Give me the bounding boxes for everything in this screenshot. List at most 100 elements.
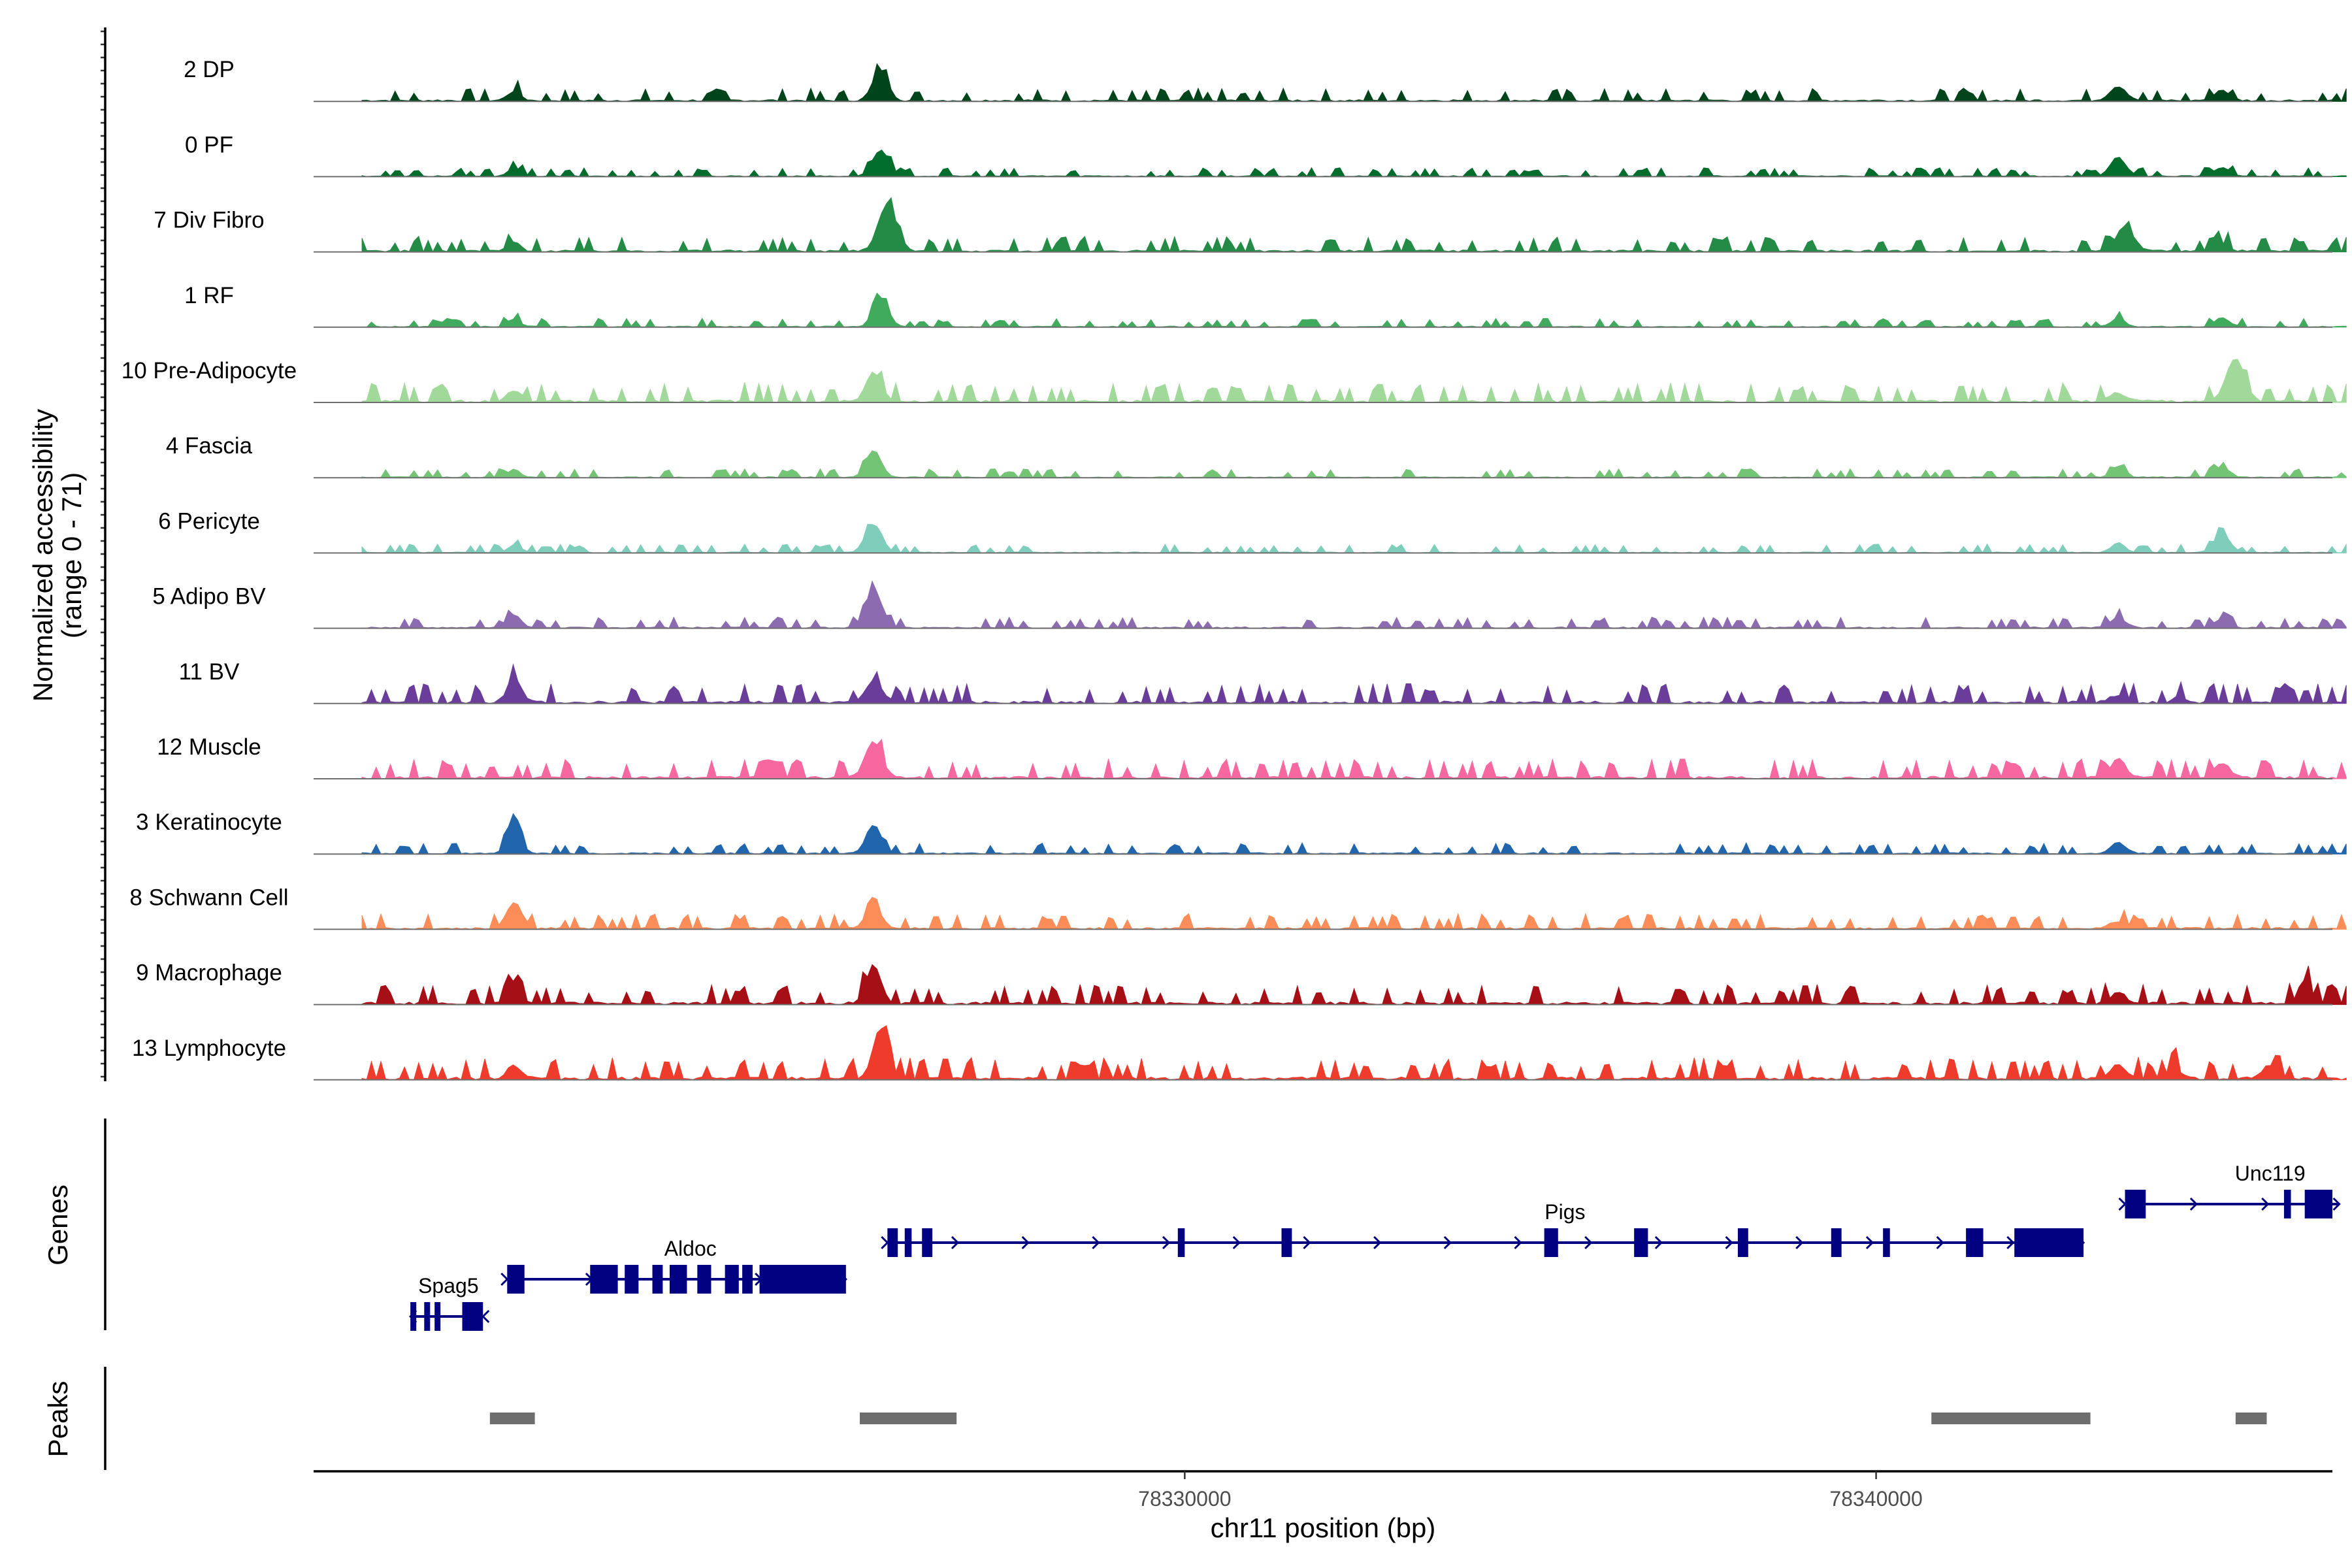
y-axis-title-line1: Normalized accessibility xyxy=(27,409,58,702)
track-8-schwann-cell: 8 Schwann Cell xyxy=(129,885,2347,930)
track-label: 4 Fascia xyxy=(166,433,253,459)
gene-exon xyxy=(1281,1228,1292,1257)
y-axis-title-line2: (range 0 - 71) xyxy=(56,472,87,638)
gene-label: Pigs xyxy=(1544,1200,1585,1224)
gene-label: Unc119 xyxy=(2235,1162,2306,1185)
coverage-area xyxy=(361,580,2347,629)
coverage-area xyxy=(361,964,2347,1006)
strand-arrow xyxy=(2261,1197,2270,1211)
strand-arrow xyxy=(1584,1235,1593,1250)
coverage-area xyxy=(361,292,2347,328)
strand-arrow xyxy=(951,1235,960,1250)
strand-arrow xyxy=(1936,1235,1944,1250)
track-label: 5 Adipo BV xyxy=(152,584,266,610)
track-label: 12 Muscle xyxy=(157,734,261,760)
gene-exon xyxy=(652,1265,663,1294)
track-7-div-fibro: 7 Div Fibro xyxy=(154,197,2347,253)
gene-exon xyxy=(2283,1190,2291,1218)
strand-arrow xyxy=(1654,1235,1663,1250)
gene-exon xyxy=(742,1265,753,1294)
gene-spag5: Spag5 xyxy=(409,1274,490,1331)
strand-arrow xyxy=(1795,1235,1804,1250)
gene-exon xyxy=(1737,1228,1748,1257)
gene-exon xyxy=(434,1302,441,1331)
track-label: 0 PF xyxy=(185,132,233,157)
gene-exon xyxy=(625,1265,639,1294)
track-9-macrophage: 9 Macrophage xyxy=(136,960,2347,1006)
track-label: 11 BV xyxy=(179,659,240,685)
gene-aldoc: Aldoc xyxy=(500,1237,847,1294)
strand-arrow xyxy=(1373,1235,1382,1250)
track-2-dp: 2 DP xyxy=(184,57,2347,103)
track-4-fascia: 4 Fascia xyxy=(166,433,2347,479)
coverage-area xyxy=(361,150,2347,178)
track-10-pre-adipocyte: 10 Pre-Adipocyte xyxy=(122,358,2347,404)
strand-arrow xyxy=(881,1235,889,1250)
track-6-pericyte: 6 Pericyte xyxy=(158,508,2347,554)
strand-arrow xyxy=(1232,1235,1241,1250)
strand-arrow xyxy=(2118,1197,2127,1211)
track-12-muscle: 12 Muscle xyxy=(157,734,2347,780)
strand-arrow xyxy=(1303,1235,1311,1250)
peaks-panel-title: Peaks xyxy=(42,1381,73,1458)
coverage-area xyxy=(361,813,2347,855)
track-label: 8 Schwann Cell xyxy=(129,885,288,910)
gene-exon xyxy=(922,1228,933,1257)
gene-exon xyxy=(1177,1228,1185,1257)
track-11-bv: 11 BV xyxy=(179,659,2347,705)
track-label: 9 Macrophage xyxy=(136,960,282,986)
gene-exon xyxy=(887,1228,898,1257)
gene-exon xyxy=(2014,1228,2084,1257)
gene-exon xyxy=(1883,1228,1890,1257)
strand-arrow xyxy=(1092,1235,1100,1250)
gene-exon xyxy=(1544,1228,1558,1257)
gene-exon xyxy=(2304,1190,2332,1218)
x-axis-ticks: 78330000 78340000 xyxy=(1138,1471,1923,1511)
gene-pigs: Pigs xyxy=(881,1200,2085,1257)
track-3-keratinocyte: 3 Keratinocyte xyxy=(136,809,2347,855)
strand-arrow xyxy=(500,1272,509,1286)
coverage-area xyxy=(361,738,2347,780)
peak-region xyxy=(859,1413,957,1424)
peak-regions xyxy=(489,1413,2267,1424)
track-label: 3 Keratinocyte xyxy=(136,809,282,835)
x-axis-title: chr11 position (bp) xyxy=(1211,1512,1436,1543)
gene-exon xyxy=(410,1302,417,1331)
gene-exon xyxy=(462,1302,483,1331)
gene-exon xyxy=(725,1265,739,1294)
gene-unc119: Unc119 xyxy=(2118,1162,2341,1218)
track-label: 2 DP xyxy=(184,57,235,82)
x-axis-tick-label: 78330000 xyxy=(1138,1487,1231,1511)
coverage-area xyxy=(361,197,2347,253)
coverage-area xyxy=(361,896,2347,930)
gene-exon xyxy=(1831,1228,1842,1257)
peak-region xyxy=(2235,1413,2267,1424)
gene-exon xyxy=(1966,1228,1984,1257)
strand-arrow xyxy=(1443,1235,1452,1250)
gene-exon xyxy=(2125,1190,2146,1218)
peak-region xyxy=(489,1413,535,1424)
gene-exon xyxy=(697,1265,711,1294)
peak-region xyxy=(1931,1413,2091,1424)
track-label: 13 Lymphocyte xyxy=(132,1036,286,1061)
gene-exon xyxy=(507,1265,525,1294)
coverage-area xyxy=(361,524,2347,554)
gene-exon xyxy=(424,1302,431,1331)
strand-arrow xyxy=(1865,1235,1874,1250)
strand-arrow xyxy=(1725,1235,1733,1250)
track-label: 7 Div Fibro xyxy=(154,208,264,233)
genes-panel-title: Genes xyxy=(42,1184,73,1266)
track-label: 1 RF xyxy=(184,283,234,308)
track-label: 6 Pericyte xyxy=(158,508,260,534)
strand-arrow xyxy=(1021,1235,1030,1250)
strand-arrow xyxy=(2332,1197,2341,1211)
track-0-pf: 0 PF xyxy=(185,132,2347,178)
gene-exon xyxy=(1634,1228,1648,1257)
strand-arrow xyxy=(482,1309,490,1324)
gene-label: Spag5 xyxy=(418,1274,479,1298)
strand-arrow xyxy=(1514,1235,1522,1250)
track-13-lymphocyte: 13 Lymphocyte xyxy=(132,1025,2347,1081)
gene-exon xyxy=(759,1265,846,1294)
x-axis-tick-label: 78340000 xyxy=(1829,1487,1922,1511)
